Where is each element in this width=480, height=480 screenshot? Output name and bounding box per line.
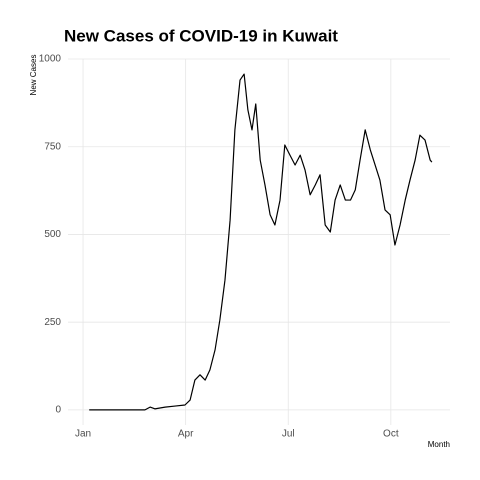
x-tick-label: Jan (75, 429, 91, 440)
x-tick-label: Oct (383, 429, 399, 440)
chart-title: New Cases of COVID-19 in Kuwait (64, 26, 338, 45)
y-tick-label: 500 (44, 229, 61, 240)
x-axis-label: Month (428, 440, 450, 449)
y-tick-label: 750 (44, 141, 61, 152)
y-tick-label: 1000 (39, 54, 62, 65)
y-axis-label: New Cases (29, 55, 38, 96)
y-tick-label: 0 (55, 405, 61, 416)
y-tick-label: 250 (44, 317, 61, 328)
x-tick-label: Jul (282, 429, 295, 440)
data-line (89, 73, 433, 411)
x-tick-label: Apr (178, 429, 194, 440)
